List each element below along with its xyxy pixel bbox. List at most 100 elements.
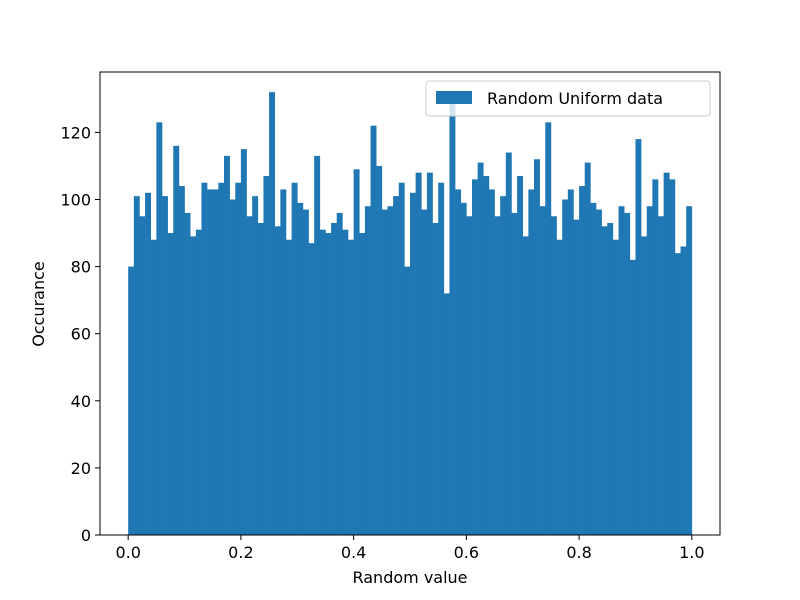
histogram-bar bbox=[218, 182, 225, 535]
histogram-bar bbox=[319, 229, 326, 535]
x-tick-label: 0.8 bbox=[566, 543, 591, 562]
histogram-bar bbox=[584, 162, 591, 535]
histogram-bar bbox=[550, 216, 557, 535]
histogram-bar bbox=[646, 206, 653, 536]
histogram-bar bbox=[432, 222, 439, 535]
histogram-bar bbox=[601, 226, 608, 536]
y-tick-label: 40 bbox=[71, 392, 91, 411]
histogram-bar bbox=[353, 169, 360, 535]
histogram-bar bbox=[455, 189, 462, 535]
histogram-bar bbox=[415, 172, 422, 536]
histogram-bar bbox=[624, 212, 631, 536]
x-tick-label: 0.6 bbox=[454, 543, 479, 562]
histogram-bar bbox=[381, 209, 388, 535]
x-axis-ticks: 0.0 0.2 0.4 0.6 0.8 1.0 bbox=[115, 535, 705, 562]
y-axis-ticks: 0 20 40 60 80 100 120 bbox=[60, 123, 100, 545]
histogram-bar bbox=[286, 239, 292, 536]
histogram-bar bbox=[438, 182, 445, 535]
histogram-bar bbox=[460, 202, 467, 535]
histogram-bar bbox=[370, 125, 377, 536]
histogram-bar bbox=[342, 229, 349, 535]
histogram-bar bbox=[269, 92, 276, 535]
histogram-bar bbox=[567, 189, 574, 535]
legend-box bbox=[425, 80, 711, 117]
histogram-bar bbox=[348, 239, 354, 536]
y-tick-label: 100 bbox=[60, 190, 91, 209]
legend: Random Uniform data bbox=[425, 80, 711, 117]
histogram-bar bbox=[477, 162, 484, 535]
histogram-bar bbox=[240, 149, 247, 535]
histogram-bar bbox=[133, 196, 140, 535]
y-tick-label: 0 bbox=[81, 526, 91, 545]
histogram-bar bbox=[562, 199, 569, 536]
histogram-bar bbox=[291, 182, 298, 535]
histogram-bar bbox=[488, 189, 495, 535]
histogram-bar bbox=[426, 172, 433, 536]
y-tick-label: 80 bbox=[71, 258, 91, 277]
histogram-bar bbox=[274, 226, 281, 536]
histogram-bar bbox=[364, 206, 371, 536]
histogram-bar bbox=[212, 189, 219, 535]
legend-swatch bbox=[436, 91, 472, 104]
histogram-bar bbox=[421, 209, 428, 535]
histogram-bar bbox=[556, 239, 563, 536]
histogram-bar bbox=[302, 209, 309, 535]
histogram-bar bbox=[201, 182, 208, 535]
histogram-bar bbox=[472, 179, 478, 536]
histogram-bar bbox=[635, 139, 642, 536]
histogram-bar bbox=[297, 202, 304, 535]
histogram-bar bbox=[483, 176, 490, 535]
histogram-bar bbox=[359, 233, 366, 536]
y-axis-label: Occurance bbox=[29, 261, 48, 347]
histogram-bar bbox=[224, 155, 230, 535]
plot-frame bbox=[99, 71, 721, 536]
histogram-bar bbox=[178, 186, 185, 536]
histogram-bar bbox=[145, 192, 152, 536]
histogram-bar bbox=[280, 189, 287, 535]
histogram-bar bbox=[494, 216, 501, 535]
histogram-bar bbox=[590, 202, 597, 535]
histogram-bar bbox=[517, 176, 524, 535]
histogram-bar bbox=[150, 239, 157, 536]
histogram-bar bbox=[573, 219, 580, 536]
histogram-bar bbox=[257, 222, 264, 535]
histogram-bar bbox=[184, 212, 191, 536]
histogram-bar bbox=[629, 259, 636, 535]
histogram-bar bbox=[534, 159, 540, 536]
legend-label: Random Uniform data bbox=[487, 89, 663, 108]
histogram-bar bbox=[376, 165, 383, 536]
x-axis-label: Random value bbox=[352, 568, 467, 587]
histogram-bar bbox=[325, 233, 332, 536]
x-tick-label: 1.0 bbox=[679, 543, 704, 562]
histogram-bars bbox=[128, 92, 693, 536]
histogram-bar bbox=[404, 266, 411, 535]
histogram-bar bbox=[663, 172, 670, 536]
histogram-bar bbox=[167, 233, 174, 536]
histogram-bar bbox=[314, 155, 321, 535]
histogram-bar bbox=[207, 189, 214, 535]
histogram-bar bbox=[466, 216, 473, 535]
histogram-bar bbox=[128, 266, 135, 535]
histogram-bar bbox=[618, 206, 625, 536]
histogram-bar bbox=[173, 145, 180, 536]
histogram-bar bbox=[641, 236, 648, 535]
x-tick-label: 0.0 bbox=[115, 543, 140, 562]
histogram-bar bbox=[449, 98, 456, 535]
x-tick-label: 0.4 bbox=[341, 543, 366, 562]
histogram-bar bbox=[162, 196, 168, 535]
histogram-bar bbox=[195, 229, 202, 535]
histogram-bar bbox=[235, 182, 242, 535]
histogram-bar bbox=[190, 236, 197, 535]
histogram-bar bbox=[612, 239, 619, 536]
histogram-bar bbox=[398, 182, 405, 535]
histogram-bar bbox=[652, 179, 659, 536]
histogram-bar bbox=[680, 246, 687, 535]
histogram-bar bbox=[669, 179, 676, 536]
histogram-bar bbox=[308, 243, 315, 535]
histogram-bar bbox=[686, 206, 693, 536]
x-tick-label: 0.2 bbox=[228, 543, 253, 562]
y-tick-label: 20 bbox=[71, 459, 91, 478]
histogram-bar bbox=[511, 212, 518, 536]
histogram-bar bbox=[522, 236, 529, 535]
